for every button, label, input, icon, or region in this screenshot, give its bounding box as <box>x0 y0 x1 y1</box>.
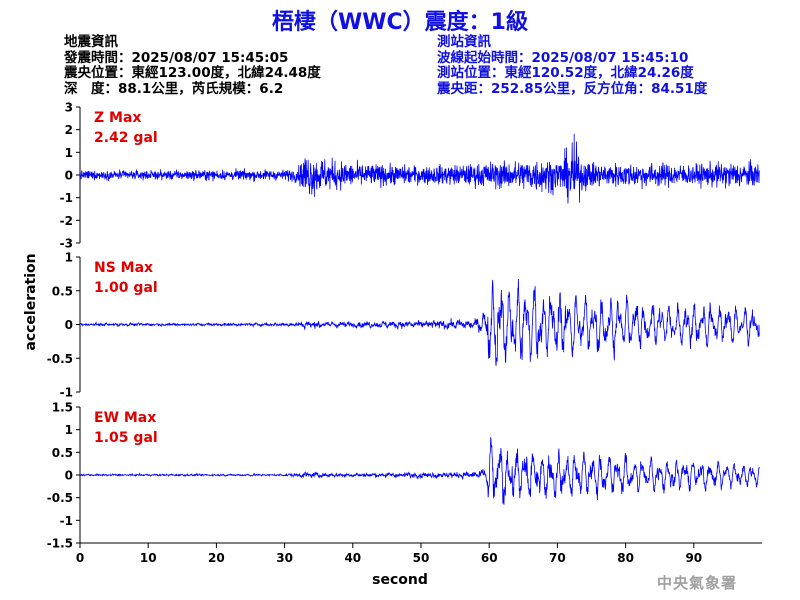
y-tick-label: 2 <box>65 123 73 137</box>
x-axis-label: second <box>372 572 428 588</box>
y-tick-label: 0.5 <box>52 446 73 460</box>
y-tick-label: 1 <box>65 251 73 265</box>
x-tick-label: 40 <box>344 551 361 565</box>
y-tick-label: 0.5 <box>52 284 73 298</box>
x-tick-label: 20 <box>208 551 225 565</box>
station-info-heading: 測站資訊 <box>437 34 491 50</box>
x-tick-label: 60 <box>481 551 498 565</box>
y-tick-label: 3 <box>65 101 73 115</box>
waveform-z <box>79 133 760 204</box>
waveform-ns <box>79 278 760 366</box>
event-info-heading: 地震資訊 <box>64 34 118 50</box>
arrival-time: 波線起始時間：2025/08/07 15:45:10 <box>437 49 689 66</box>
station-location: 測站位置：東經120.52度，北緯24.26度 <box>437 65 694 81</box>
x-tick-label: 70 <box>549 551 566 565</box>
event-info: 地震資訊 發震時間：2025/08/07 15:45:05 震央位置：東經123… <box>64 34 321 97</box>
y-axis-label: acceleration <box>23 253 39 351</box>
x-tick-label: 10 <box>140 551 157 565</box>
y-tick-label: 1 <box>65 423 73 437</box>
max-value: 2.42 gal <box>94 130 158 146</box>
max-value: 1.00 gal <box>94 280 158 296</box>
station-info: 測站資訊 波線起始時間：2025/08/07 15:45:10 測站位置：東經1… <box>437 34 708 97</box>
y-tick-label: -0.5 <box>47 491 73 505</box>
epicenter: 震央位置：東經123.00度，北緯24.48度 <box>64 65 321 81</box>
y-tick-label: -2 <box>60 214 73 228</box>
y-tick-label: -3 <box>60 237 73 251</box>
y-tick-label: -0.5 <box>47 352 73 366</box>
max-label: EW Max <box>94 410 156 426</box>
y-tick-label: 0 <box>65 318 73 332</box>
y-tick-label: -1 <box>60 514 73 528</box>
depth-magnitude: 深 度：88.1公里，芮氏規模：6.2 <box>64 80 284 97</box>
x-tick-label: 0 <box>76 551 84 565</box>
y-tick-label: -1.5 <box>47 537 73 551</box>
max-label: Z Max <box>94 110 141 126</box>
waveform-ew <box>79 437 760 505</box>
x-tick-label: 90 <box>685 551 702 565</box>
y-tick-label: 1.5 <box>52 401 73 415</box>
y-tick-label: -1 <box>60 191 73 205</box>
chart-title: 梧棲（WWC）震度：1級 <box>272 10 528 35</box>
y-tick-label: 0 <box>65 469 73 483</box>
x-tick-label: 80 <box>617 551 634 565</box>
y-tick-label: 1 <box>65 146 73 160</box>
x-tick-label: 50 <box>413 551 430 565</box>
origin-time: 發震時間：2025/08/07 15:45:05 <box>64 49 289 66</box>
epicentral-distance: 震央距：252.85公里，反方位角：84.51度 <box>437 80 708 97</box>
y-tick-label: -1 <box>60 386 73 400</box>
agency-watermark: 中央氣象署 <box>657 574 738 592</box>
max-value: 1.05 gal <box>94 430 158 446</box>
y-tick-label: 0 <box>65 169 73 183</box>
max-label: NS Max <box>94 260 153 276</box>
x-tick-label: 30 <box>276 551 293 565</box>
